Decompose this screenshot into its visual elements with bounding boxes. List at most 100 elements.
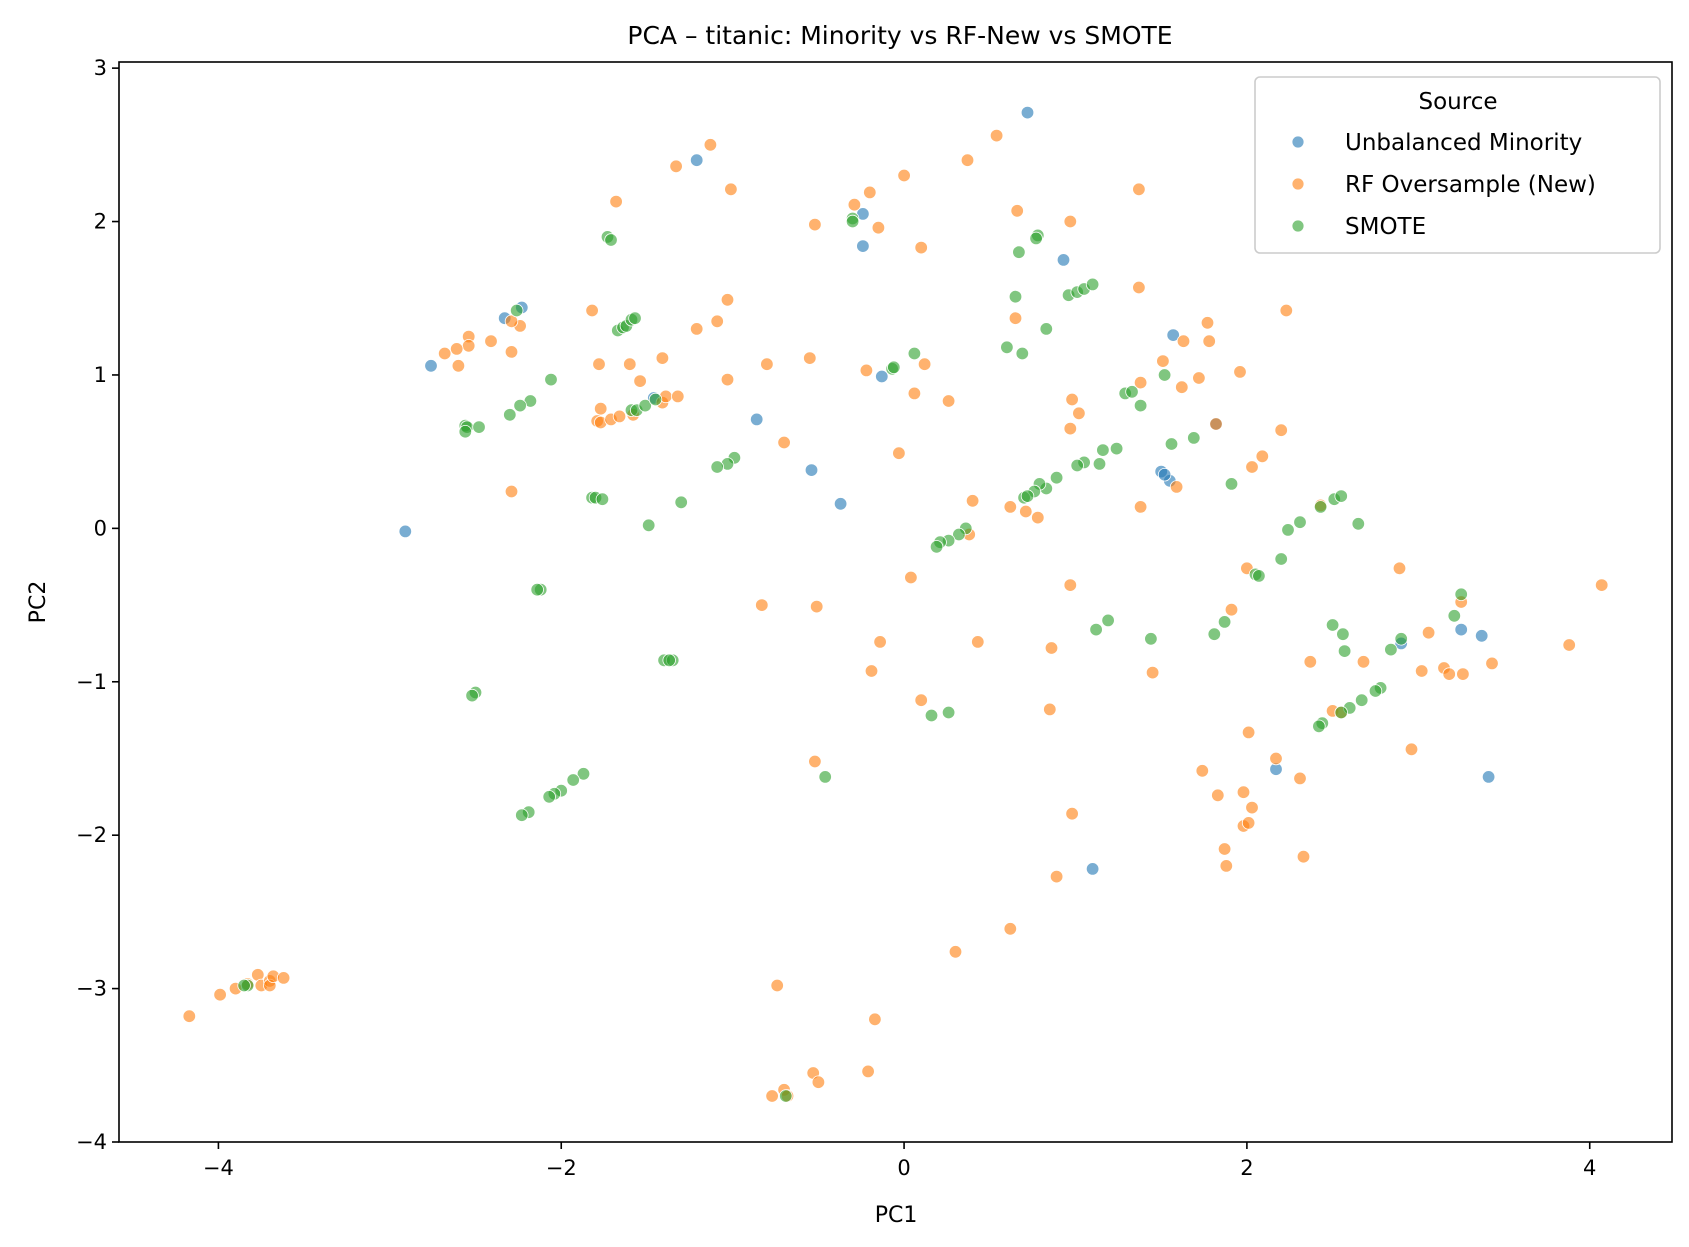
point-smote-80 — [1144, 632, 1158, 646]
point-rf-oversample-new-53 — [1156, 354, 1170, 368]
point-rf-oversample-new-27 — [484, 334, 498, 348]
point-smote-28 — [472, 420, 486, 434]
point-rf-oversample-new-111 — [1245, 800, 1259, 815]
point-smote-93 — [1447, 609, 1462, 623]
point-rf-oversample-new-114 — [1217, 842, 1232, 856]
point-unbalanced-minority-20 — [1474, 629, 1489, 643]
ticks-layer: −4 −2 0 2 4 −4 −3 −2 −1 0 1 2 3 — [76, 56, 1596, 1180]
point-rf-oversample-new-89 — [1224, 603, 1239, 617]
point-smote-47 — [1133, 398, 1148, 413]
point-rf-oversample-new-83 — [971, 635, 985, 649]
point-rf-oversample-new-1 — [669, 159, 683, 174]
point-rf-oversample-new-124 — [861, 1064, 875, 1079]
point-rf-oversample-new-24 — [438, 346, 452, 361]
point-rf-oversample-new-16 — [710, 314, 724, 329]
chart-title: PCA – titanic: Minority vs RF-New vs SMO… — [627, 21, 1172, 50]
legend-title: Source — [1419, 89, 1498, 115]
point-rf-oversample-new-0 — [703, 138, 718, 152]
point-rf-oversample-new-109 — [1211, 788, 1225, 803]
point-smote-45 — [1125, 385, 1139, 399]
point-smote-106 — [566, 773, 580, 787]
point-smote-70 — [1293, 515, 1307, 529]
x-tick-label: 2 — [1240, 1156, 1253, 1180]
point-rf-oversample-new-63 — [1065, 392, 1079, 407]
point-smote-72 — [1351, 517, 1366, 531]
point-rf-oversample-new-35 — [917, 357, 932, 371]
point-smote-71 — [1281, 523, 1295, 537]
point-smote-1 — [604, 233, 618, 247]
point-rf-oversample-new-95 — [1414, 664, 1429, 678]
point-unbalanced-minority-14 — [398, 524, 413, 539]
point-rf-oversample-new-14 — [1132, 182, 1146, 197]
point-smote-73 — [1274, 552, 1288, 566]
point-smote-63 — [952, 527, 966, 542]
point-unbalanced-minority-19 — [1454, 622, 1468, 637]
point-rf-oversample-new-23 — [450, 342, 464, 356]
point-unbalanced-minority-23 — [1085, 862, 1100, 876]
point-rf-oversample-new-93 — [1303, 655, 1318, 669]
point-smote-5 — [1029, 231, 1043, 246]
point-smote-14 — [1085, 277, 1100, 292]
point-rf-oversample-new-68 — [1019, 504, 1033, 519]
y-tick-label: 2 — [94, 210, 107, 234]
point-smote-91 — [1384, 642, 1398, 657]
point-smote-69 — [1313, 500, 1328, 514]
point-rf-oversample-new-92 — [1421, 626, 1436, 640]
point-smote-31 — [907, 346, 922, 361]
point-rf-oversample-new-94 — [1356, 655, 1371, 669]
point-rf-oversample-new-119 — [1049, 869, 1064, 884]
point-rf-oversample-new-10 — [960, 153, 975, 167]
point-smote-56 — [1049, 471, 1064, 485]
legend-label-unbalanced-minority: Unbalanced Minority — [1345, 130, 1582, 156]
point-rf-oversample-new-2 — [724, 182, 738, 197]
y-axis-label: PC2 — [26, 581, 51, 624]
point-rf-oversample-new-80 — [810, 599, 824, 614]
point-rf-oversample-new-13 — [1063, 214, 1078, 229]
point-rf-oversample-new-108 — [1195, 764, 1210, 778]
x-tick-label: 4 — [1583, 1156, 1596, 1180]
point-smote-21 — [544, 372, 558, 387]
legend-marker-unbalanced-minority — [1291, 135, 1305, 149]
point-rf-oversample-new-101 — [1594, 578, 1609, 592]
point-smote-46 — [1157, 368, 1172, 382]
point-smote-90 — [1337, 644, 1352, 658]
point-rf-oversample-new-30 — [655, 351, 670, 365]
point-rf-oversample-new-78 — [1063, 578, 1078, 592]
point-rf-oversample-new-54 — [1133, 375, 1148, 390]
point-rf-oversample-new-15 — [720, 293, 735, 307]
point-smote-10 — [1039, 322, 1054, 336]
point-rf-oversample-new-44 — [612, 409, 627, 424]
point-smote-3 — [845, 214, 860, 229]
point-smote-94 — [1454, 587, 1468, 602]
point-smote-75 — [1252, 569, 1266, 583]
point-rf-oversample-new-39 — [633, 374, 647, 388]
point-rf-oversample-new-55 — [1176, 334, 1191, 348]
point-rf-oversample-new-67 — [1003, 500, 1018, 514]
point-rf-oversample-new-31 — [720, 372, 735, 387]
point-rf-oversample-new-66 — [965, 494, 980, 508]
point-smote-40 — [642, 518, 656, 533]
point-rf-oversample-new-139 — [276, 971, 291, 985]
point-smote-8 — [1000, 340, 1014, 355]
point-smote-68 — [1334, 489, 1348, 503]
point-rf-oversample-new-48 — [671, 389, 685, 404]
point-smote-38 — [595, 492, 610, 506]
point-rf-oversample-new-33 — [803, 351, 817, 365]
point-rf-oversample-new-3 — [609, 194, 623, 209]
point-rf-oversample-new-117 — [1065, 807, 1079, 821]
point-smote-50 — [1096, 443, 1110, 457]
point-rf-oversample-new-4 — [808, 217, 822, 232]
point-smote-103 — [1312, 719, 1326, 734]
point-rf-oversample-new-123 — [868, 1012, 882, 1027]
point-rf-oversample-new-32 — [760, 357, 774, 371]
point-rf-oversample-new-59 — [1202, 334, 1216, 348]
plot-frame — [118, 61, 1673, 1143]
point-rf-oversample-new-40 — [594, 402, 608, 416]
point-rf-oversample-new-74 — [1255, 449, 1270, 464]
point-smote-105 — [576, 767, 591, 781]
x-axis-label: PC1 — [875, 1203, 918, 1228]
point-rf-oversample-new-60 — [1233, 365, 1247, 379]
point-rf-oversample-new-121 — [948, 945, 963, 959]
x-tick-label: −4 — [203, 1156, 234, 1180]
